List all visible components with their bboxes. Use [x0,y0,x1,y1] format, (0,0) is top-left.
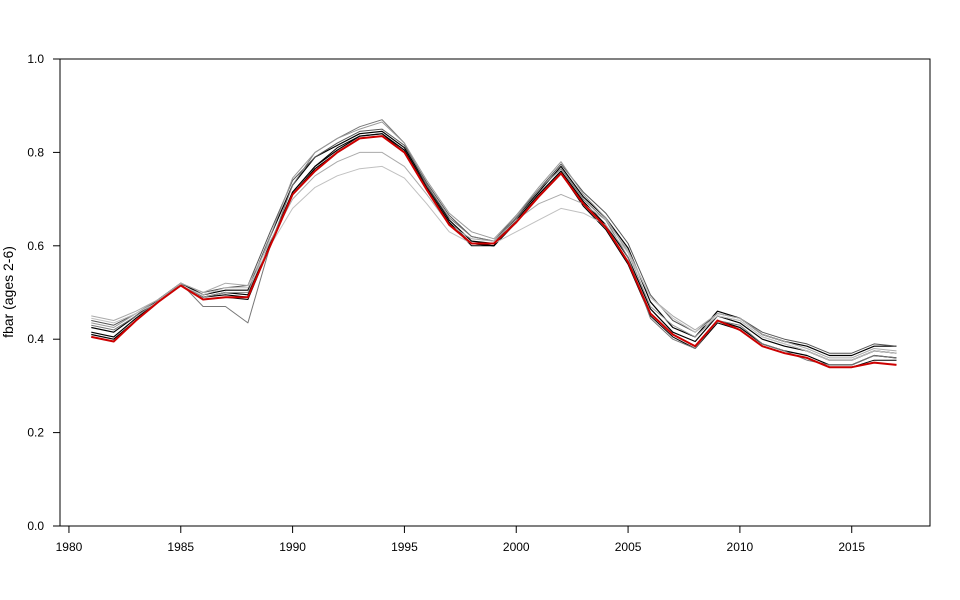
series-line-10 [91,135,897,369]
x-tick-label: 2015 [838,540,865,554]
x-tick-label: 1995 [391,540,418,554]
series-line-9 [91,165,897,361]
x-tick-label: 1980 [56,540,83,554]
series-line-3 [91,135,897,366]
plot-frame [59,58,931,527]
x-tick-label: 2000 [503,540,530,554]
y-tick-label: 1.0 [27,52,44,66]
series-line-8 [91,151,897,359]
series-line-2 [91,133,897,361]
y-tick-label: 0.8 [27,145,44,159]
y-axis-title: fbar (ages 2-6) [0,246,16,338]
x-tick-label: 1985 [167,540,194,554]
x-tick-label: 2005 [615,540,642,554]
y-tick-label: 0.4 [27,332,44,346]
y-tick-label: 0.2 [27,426,44,440]
x-tick-label: 1990 [279,540,306,554]
y-tick-label: 0.0 [27,519,44,533]
x-axis: 1980 1985 1990 1995 2000 2005 2010 2015 [56,526,865,554]
series-line-4 [91,133,897,368]
series-layer [91,119,897,369]
x-tick-label: 2010 [727,540,754,554]
y-tick-label: 0.6 [27,239,44,253]
y-axis: 0.0 0.2 0.4 0.6 0.8 1.0 [27,52,60,533]
